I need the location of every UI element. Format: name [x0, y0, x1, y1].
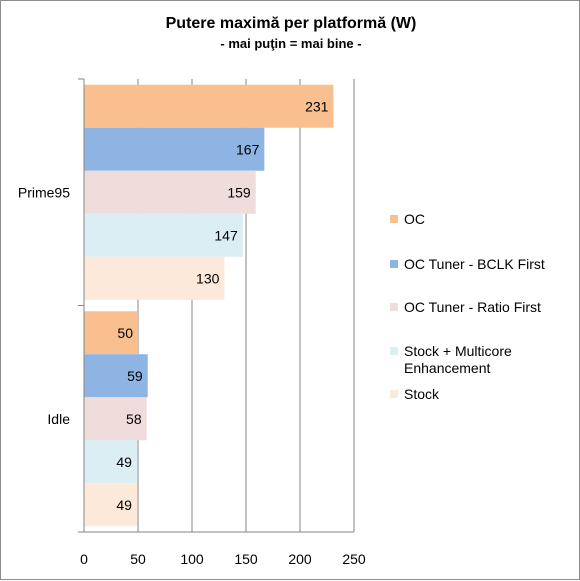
legend-swatch — [390, 303, 398, 311]
data-label: 231 — [305, 98, 329, 114]
legend-label: Enhancement — [404, 360, 491, 376]
data-label: 49 — [116, 497, 132, 513]
bar — [84, 256, 225, 300]
bar — [84, 354, 148, 398]
x-tick-label: 50 — [130, 551, 146, 567]
x-tick-label: 150 — [234, 551, 258, 567]
bar — [84, 170, 256, 214]
chart-title: Putere maximă per platformă (W) — [166, 15, 417, 32]
category-label: Prime95 — [18, 184, 70, 200]
bar — [84, 84, 334, 128]
data-label: 50 — [117, 325, 133, 341]
legend-swatch — [390, 347, 398, 355]
bars: 231 167 159 147 130 50 59 58 49 49 — [84, 84, 334, 527]
x-tick-label: 100 — [180, 551, 204, 567]
data-label: 130 — [196, 270, 220, 286]
legend-swatch — [390, 390, 398, 398]
legend-label: Stock + Multicore — [404, 343, 512, 359]
axes: 0 50 100 150 200 250 Prime95 Idle — [18, 78, 366, 567]
x-tick-label: 0 — [80, 551, 88, 567]
data-label: 159 — [227, 184, 251, 200]
bar — [84, 483, 137, 527]
bar — [84, 311, 138, 355]
chart-subtitle: - mai puţin = mai bine - — [220, 36, 361, 51]
data-label: 59 — [127, 368, 143, 384]
legend-swatch — [390, 260, 398, 268]
x-tick-label: 200 — [288, 551, 312, 567]
x-tick-label: 250 — [342, 551, 366, 567]
data-label: 147 — [214, 227, 238, 243]
bar — [84, 127, 265, 171]
legend: OC OC Tuner - BCLK First OC Tuner - Ratio … — [390, 211, 545, 402]
bar — [84, 440, 137, 484]
data-label: 167 — [236, 141, 260, 157]
legend-label: OC Tuner - BCLK First — [404, 256, 545, 272]
legend-swatch — [390, 215, 398, 223]
legend-label: Stock — [404, 386, 440, 402]
bar — [84, 213, 243, 257]
bar — [84, 397, 147, 441]
data-label: 58 — [126, 411, 142, 427]
data-label: 49 — [116, 454, 132, 470]
legend-label: OC — [404, 211, 425, 227]
legend-label: OC Tuner - Ratio First — [404, 299, 541, 315]
category-label: Idle — [47, 411, 70, 427]
